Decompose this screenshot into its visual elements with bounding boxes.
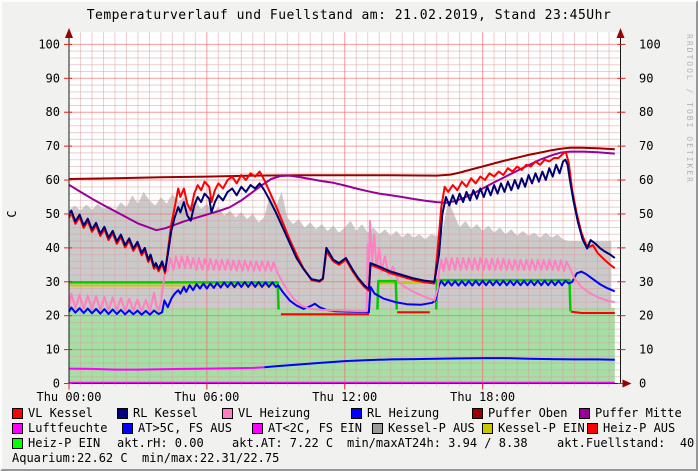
legend-item-at-2c-fs-ein: AT<2C, FS EIN <box>252 421 372 436</box>
legend-label: Aquarium:22.62 C min/max:22.31/22.75 <box>12 451 280 465</box>
legend-label: RL Kessel <box>133 406 199 420</box>
legend-label: Luftfeuchte <box>28 421 108 435</box>
legend-swatch-kessel-p-ein <box>482 423 493 434</box>
legend-label: AT<2C, FS EIN <box>268 421 362 435</box>
legend-item-luftfeuchte: Luftfeuchte <box>12 421 122 436</box>
y-tick-left-10: 10 <box>46 343 60 357</box>
legend-item-akt-rh-0-00: akt.rH: 0.00 <box>117 436 232 451</box>
x-tick-label: Thu 12:00 <box>312 390 377 404</box>
legend-item-akt-fuellstand-40: akt.Fuellstand: 40 <box>557 436 694 451</box>
legend-label: akt.rH: 0.00 <box>117 436 204 450</box>
chart-legend: VL Kessel RL Kessel VL Heizung RL Heizung Pu… <box>12 406 696 466</box>
y-tick-left-100: 100 <box>38 37 60 51</box>
legend-label: Heiz-P AUS <box>603 421 676 435</box>
y-axis-title: C <box>5 210 19 217</box>
legend-swatch-luftfeuchte <box>12 423 23 434</box>
series-rl_kessel <box>68 158 616 291</box>
legend-item-vl-kessel: VL Kessel <box>12 406 117 421</box>
legend-item-vl-heizung: VL Heizung <box>222 406 351 421</box>
legend-label: Puffer Oben <box>488 406 568 420</box>
legend-label: Puffer Mitte <box>595 406 682 420</box>
y-tick-right-70: 70 <box>639 139 653 153</box>
legend-label: RL Heizung <box>367 406 440 420</box>
series-puffer_oben <box>68 146 615 180</box>
y-tick-right-0: 0 <box>639 377 646 391</box>
y-tick-left-60: 60 <box>46 173 60 187</box>
legend-label: akt.Fuellstand: 40 <box>557 436 695 450</box>
legend-swatch-rl-kessel <box>117 408 128 419</box>
legend-item-min-maxat24h-3-94-8-38: min/maxAT24h: 3.94 / 8.38 <box>347 436 557 451</box>
area-aquarium <box>69 307 615 384</box>
legend-swatch-rl-heizung <box>351 408 362 419</box>
legend-row-4: Aquarium:22.62 C min/max:22.31/22.75 <box>12 451 696 466</box>
legend-swatch-kessel-p-aus <box>372 423 383 434</box>
y-tick-left-20: 20 <box>46 309 60 323</box>
rrdtool-watermark: RRDTOOL / TOBI OETIKER <box>685 34 694 184</box>
legend-item-rl-heizung: RL Heizung <box>351 406 472 421</box>
series-at_blau <box>264 357 615 369</box>
x-tick-label: Thu 00:00 <box>36 390 101 404</box>
legend-item-kessel-p-aus: Kessel-P AUS <box>372 421 482 436</box>
series-at_magenta <box>68 366 265 371</box>
legend-swatch-vl-heizung <box>222 408 233 419</box>
y-tick-left-30: 30 <box>46 275 60 289</box>
legend-label: Kessel-P AUS <box>388 421 475 435</box>
y-tick-left-80: 80 <box>46 105 60 119</box>
axis-ticks <box>64 43 626 390</box>
chart-title: Temperaturverlauf und Fuellstand am: 21.… <box>86 8 612 23</box>
legend-label: Kessel-P EIN <box>498 421 585 435</box>
y-tick-right-30: 30 <box>639 275 653 289</box>
y-tick-right-10: 10 <box>639 343 653 357</box>
series-heiz_p_aus <box>280 310 615 316</box>
y-tick-left-70: 70 <box>46 139 60 153</box>
legend-item-rl-kessel: RL Kessel <box>117 406 222 421</box>
legend-label: VL Heizung <box>238 406 311 420</box>
legend-item-kessel-p-ein: Kessel-P EIN <box>482 421 587 436</box>
y-tick-right-50: 50 <box>639 207 653 221</box>
legend-label: akt.AT: 7.22 C <box>232 436 334 450</box>
x-tick-label: Thu 18:00 <box>450 390 515 404</box>
y-tick-left-0: 0 <box>53 377 60 391</box>
y-tick-left-40: 40 <box>46 241 60 255</box>
legend-item-aquarium-22-62-c-min-max-22-31-22-75: Aquarium:22.62 C min/max:22.31/22.75 <box>12 451 279 466</box>
x-axis-labels: Thu 00:00 Thu 06:00 Thu 12:00 Thu 18:00 <box>36 390 515 404</box>
x-tick-label: Thu 06:00 <box>174 390 239 404</box>
series-puffer_mitte <box>68 150 615 232</box>
legend-swatch-heiz-p-aus <box>587 423 598 434</box>
legend-item-akt-at-7-22-c: akt.AT: 7.22 C <box>232 436 347 451</box>
legend-item-heiz-p-aus: Heiz-P AUS <box>587 421 675 436</box>
y-tick-right-60: 60 <box>639 173 653 187</box>
legend-item-heiz-p-ein: Heiz-P EIN <box>12 436 117 451</box>
legend-item-at-5c-fs-aus: AT>5C, FS AUS <box>122 421 252 436</box>
y-tick-right-40: 40 <box>639 241 653 255</box>
legend-label: AT>5C, FS AUS <box>138 421 232 435</box>
legend-swatch-puffer-mitte <box>579 408 590 419</box>
legend-row-2: Luftfeuchte AT>5C, FS AUS AT<2C, FS EIN Kes… <box>12 421 696 436</box>
gridlines <box>69 32 621 384</box>
y-tick-right-20: 20 <box>639 309 653 323</box>
series-vl_heizung <box>68 219 615 313</box>
y-tick-right-80: 80 <box>639 105 653 119</box>
legend-swatch-vl-kessel <box>12 408 23 419</box>
axis-arrows <box>65 28 632 388</box>
legend-item-puffer-mitte: Puffer Mitte <box>579 406 682 421</box>
y-tick-right-90: 90 <box>639 71 653 85</box>
y-tick-left-90: 90 <box>46 71 60 85</box>
legend-row-3: Heiz-P EIN akt.rH: 0.00 akt.AT: 7.22 C min/… <box>12 436 696 451</box>
y-axis-labels: 0 0 10 10 20 20 30 30 40 40 50 50 60 60 70 70 80 80 90 90 10… <box>5 37 661 390</box>
legend-label: Heiz-P EIN <box>28 436 101 450</box>
chart-canvas: 0 0 10 10 20 20 30 30 40 40 50 50 60 60 70 70 80 80 90 90 10… <box>5 28 661 404</box>
legend-swatch-heiz-p-ein <box>12 438 23 449</box>
legend-swatch-at-2c-fs-ein <box>252 423 263 434</box>
legend-swatch-at-5c-fs-aus <box>122 423 133 434</box>
legend-row-1: VL Kessel RL Kessel VL Heizung RL Heizung Pu… <box>12 406 696 421</box>
legend-swatch-puffer-oben <box>472 408 483 419</box>
legend-label: min/maxAT24h: 3.94 / 8.38 <box>347 436 528 450</box>
legend-label: VL Kessel <box>28 406 94 420</box>
y-tick-left-50: 50 <box>46 207 60 221</box>
legend-item-puffer-oben: Puffer Oben <box>472 406 579 421</box>
y-tick-right-100: 100 <box>639 37 661 51</box>
